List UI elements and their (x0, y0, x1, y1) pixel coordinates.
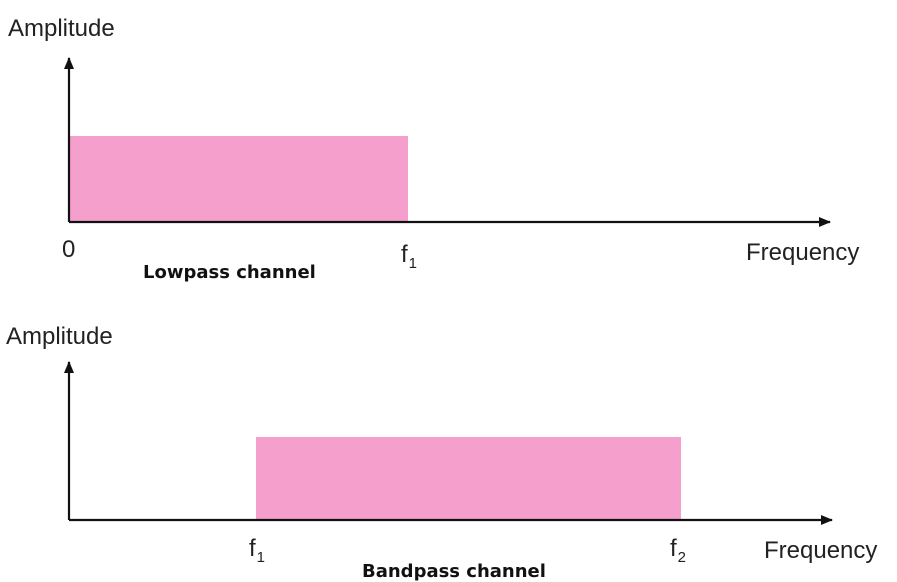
lowpass-x-axis-label: Frequency (746, 239, 859, 266)
bandpass-x-axis-label: Frequency (764, 537, 877, 564)
lowpass-panel: Amplitude Frequency 0 f1 Lowpass channel (8, 15, 859, 283)
lowpass-origin-label: 0 (62, 236, 75, 263)
lowpass-edge-label: f1 (401, 241, 417, 272)
lowpass-band (69, 136, 408, 222)
bandpass-panel: Amplitude Frequency f1 f2 Bandpass chann… (6, 323, 877, 582)
bandpass-right-edge-label: f2 (670, 535, 686, 566)
bandpass-band (256, 437, 681, 520)
bandpass-caption: Bandpass channel (362, 561, 546, 582)
lowpass-caption: Lowpass channel (143, 262, 316, 283)
bandpass-y-axis-label: Amplitude (6, 323, 113, 350)
lowpass-y-axis-label: Amplitude (8, 15, 115, 42)
bandpass-left-edge-label: f1 (249, 535, 265, 566)
